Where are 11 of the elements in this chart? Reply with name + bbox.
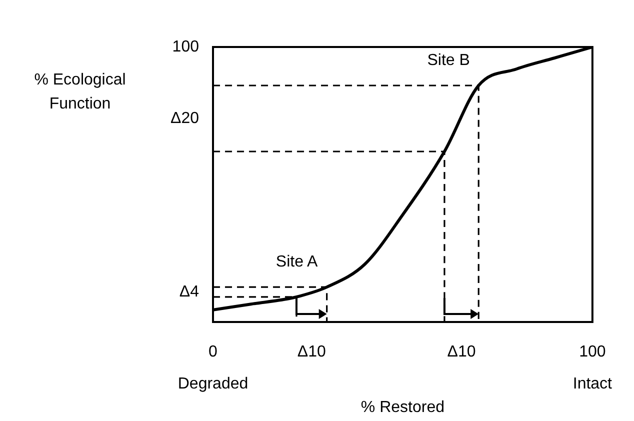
annotation: Site A (276, 253, 318, 270)
y-axis-title: % Ecological Function (34, 71, 126, 112)
x-tick-label: 100 Intact (572, 343, 613, 392)
text: Δ4 (179, 283, 200, 300)
x-axis-title: % Restored (360, 398, 445, 416)
x-tick-label: Δ10 (297, 343, 326, 360)
x-tick-label: 0 Degraded (178, 343, 248, 392)
x-tick-label: Δ10 (447, 343, 476, 360)
annotation: Site B (427, 52, 470, 69)
text: 100 (172, 38, 200, 56)
text: Δ20 (170, 110, 200, 127)
